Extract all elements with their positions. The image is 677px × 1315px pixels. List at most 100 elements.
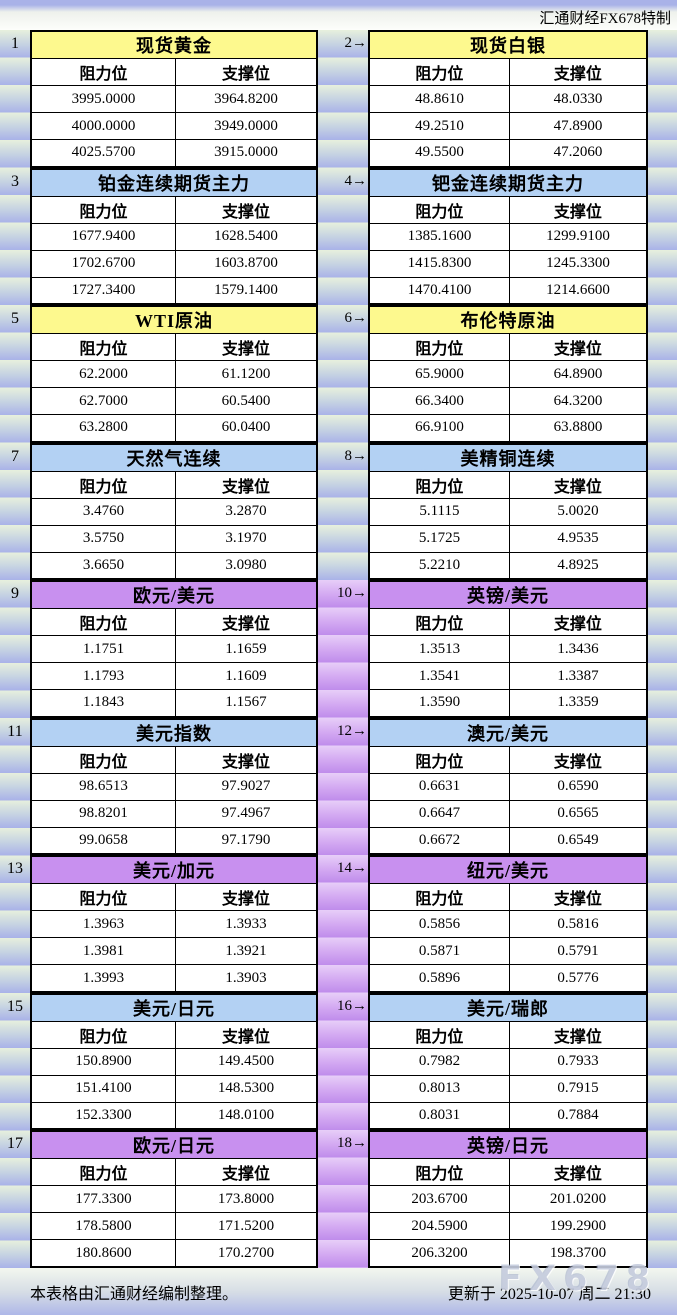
support-header: 支撑位 (508, 1158, 648, 1187)
panel-pair-row: 7 天然气连续 阻力位 支撑位 3.4760 3.2870 3.5750 3.1… (0, 442, 677, 581)
support-value: 3964.8200 (174, 85, 318, 114)
row-number-arrow-label: 6→ (344, 310, 368, 327)
resistance-header: 阻力位 (30, 1020, 176, 1049)
right-panel-slot: 纽元/美元 阻力位 支撑位 0.5856 0.5816 0.5871 0.579… (368, 855, 648, 993)
resistance-value: 48.8610 (368, 85, 510, 114)
row-number-label: 9 (11, 585, 19, 603)
support-value: 1.3921 (174, 937, 318, 966)
panel-title: 美元/瑞郎 (368, 993, 648, 1022)
support-value: 3915.0000 (174, 139, 318, 168)
quote-panel: 铂金连续期货主力 阻力位 支撑位 1677.9400 1628.5400 170… (30, 167, 318, 306)
row-number-label: 1 (11, 35, 19, 52)
right-panel-slot: 现货白银 阻力位 支撑位 48.8610 48.0330 49.2510 47.… (368, 30, 648, 168)
quote-panel: 美精铜连续 阻力位 支撑位 5.1115 5.0020 5.1725 4.953… (368, 442, 648, 581)
panel-pair-row: 3 铂金连续期货主力 阻力位 支撑位 1677.9400 1628.5400 1… (0, 167, 677, 306)
resistance-header: 阻力位 (30, 1158, 176, 1187)
center-gutter: 18→ (318, 1130, 368, 1268)
resistance-value: 3.4760 (30, 497, 176, 526)
support-value: 0.5816 (508, 910, 648, 939)
panel-pair-row: 13 美元/加元 阻力位 支撑位 1.3963 1.3933 1.3981 1.… (0, 855, 677, 993)
resistance-value: 152.3300 (30, 1101, 176, 1130)
resistance-value: 180.8600 (30, 1239, 176, 1268)
resistance-value: 1.3993 (30, 964, 176, 993)
support-header: 支撑位 (508, 470, 648, 499)
resistance-header: 阻力位 (368, 883, 510, 912)
support-header: 支撑位 (174, 1020, 318, 1049)
panel-title: 现货黄金 (30, 30, 318, 59)
resistance-header: 阻力位 (30, 745, 176, 774)
panel-title: 英镑/美元 (368, 580, 648, 610)
support-value: 1.3903 (174, 964, 318, 993)
support-value: 47.2060 (508, 139, 648, 168)
resistance-value: 203.6700 (368, 1185, 510, 1214)
support-value: 199.2900 (508, 1212, 648, 1241)
panel-title: 天然气连续 (30, 443, 318, 472)
panel-pair-row: 1 现货黄金 阻力位 支撑位 3995.0000 3964.8200 4000.… (0, 30, 677, 168)
support-value: 1.3933 (174, 910, 318, 939)
support-value: 47.8900 (508, 112, 648, 141)
resistance-header: 阻力位 (368, 333, 510, 362)
right-panel-slot: 美精铜连续 阻力位 支撑位 5.1115 5.0020 5.1725 4.953… (368, 442, 648, 581)
quote-panel: 欧元/美元 阻力位 支撑位 1.1751 1.1659 1.1793 1.160… (30, 580, 318, 718)
quote-panel: 美元指数 阻力位 支撑位 98.6513 97.9027 98.8201 97.… (30, 717, 318, 856)
left-panel-slot: 欧元/美元 阻力位 支撑位 1.1751 1.1659 1.1793 1.160… (30, 580, 318, 718)
resistance-value: 5.1725 (368, 524, 510, 553)
resistance-value: 5.1115 (368, 497, 510, 526)
resistance-header: 阻力位 (368, 57, 510, 87)
support-value: 148.0100 (174, 1101, 318, 1130)
resistance-header: 阻力位 (30, 57, 176, 87)
resistance-value: 1.3963 (30, 910, 176, 939)
quote-panel: 英镑/日元 阻力位 支撑位 203.6700 201.0200 204.5900… (368, 1130, 648, 1268)
resistance-value: 178.5800 (30, 1212, 176, 1241)
row-number-label: 5 (11, 310, 19, 328)
right-margin (648, 305, 677, 333)
right-panel-slot: 美元/瑞郎 阻力位 支撑位 0.7982 0.7933 0.8013 0.791… (368, 992, 648, 1131)
panel-title: WTI原油 (30, 305, 318, 335)
resistance-header: 阻力位 (30, 883, 176, 912)
support-header: 支撑位 (508, 608, 648, 637)
resistance-header: 阻力位 (368, 1158, 510, 1187)
resistance-value: 4000.0000 (30, 112, 176, 141)
support-value: 1.1567 (174, 689, 318, 718)
support-header: 支撑位 (174, 470, 318, 499)
support-value: 97.4967 (174, 799, 318, 828)
support-value: 149.4500 (174, 1047, 318, 1076)
right-margin (648, 855, 677, 883)
row-number-arrow-label: 18→ (337, 1135, 367, 1152)
support-header: 支撑位 (174, 608, 318, 637)
resistance-value: 0.6672 (368, 826, 510, 855)
panel-title: 美精铜连续 (368, 443, 648, 472)
row-number-label: 15 (7, 997, 23, 1015)
support-value: 0.6549 (508, 826, 648, 855)
support-value: 1214.6600 (508, 276, 648, 305)
right-margin (648, 580, 677, 608)
right-panel-slot: 钯金连续期货主力 阻力位 支撑位 1385.1600 1299.9100 141… (368, 167, 648, 306)
quote-panel: 澳元/美元 阻力位 支撑位 0.6631 0.6590 0.6647 0.656… (368, 717, 648, 856)
panel-title: 现货白银 (368, 30, 648, 59)
right-margin (648, 718, 677, 746)
support-header: 支撑位 (508, 883, 648, 912)
panel-title: 纽元/美元 (368, 855, 648, 885)
quote-panel: 欧元/日元 阻力位 支撑位 177.3300 173.8000 178.5800… (30, 1130, 318, 1268)
resistance-value: 65.9000 (368, 360, 510, 389)
resistance-value: 1470.4100 (368, 276, 510, 305)
resistance-value: 0.6631 (368, 772, 510, 801)
panel-pair-row: 15 美元/日元 阻力位 支撑位 150.8900 149.4500 151.4… (0, 992, 677, 1131)
resistance-header: 阻力位 (30, 195, 176, 224)
resistance-value: 1.3981 (30, 937, 176, 966)
panels-grid: 1 现货黄金 阻力位 支撑位 3995.0000 3964.8200 4000.… (0, 30, 677, 1268)
support-value: 97.9027 (174, 772, 318, 801)
support-value: 3949.0000 (174, 112, 318, 141)
resistance-value: 177.3300 (30, 1185, 176, 1214)
row-number-arrow-label: 2→ (344, 35, 368, 51)
row-number-label: 11 (7, 722, 23, 740)
right-panel-slot: 英镑/日元 阻力位 支撑位 203.6700 201.0200 204.5900… (368, 1130, 648, 1268)
left-panel-slot: 美元指数 阻力位 支撑位 98.6513 97.9027 98.8201 97.… (30, 717, 318, 856)
resistance-value: 0.7982 (368, 1047, 510, 1076)
left-panel-slot: 美元/日元 阻力位 支撑位 150.8900 149.4500 151.4100… (30, 992, 318, 1131)
support-header: 支撑位 (508, 1020, 648, 1049)
panel-title: 欧元/日元 (30, 1130, 318, 1160)
support-header: 支撑位 (508, 745, 648, 774)
support-value: 1245.3300 (508, 249, 648, 278)
resistance-value: 1727.3400 (30, 276, 176, 305)
